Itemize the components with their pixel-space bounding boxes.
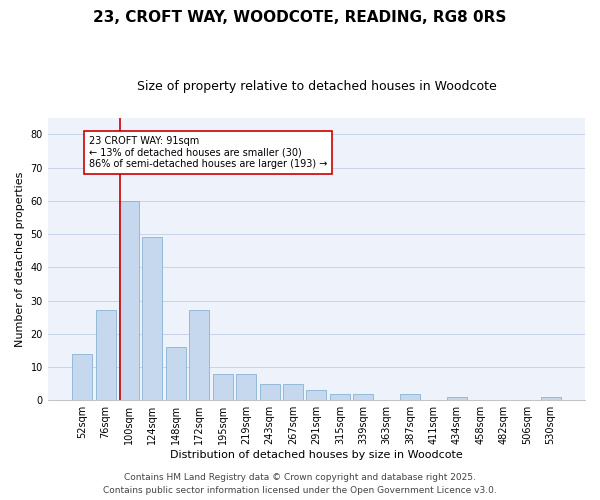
Y-axis label: Number of detached properties: Number of detached properties <box>15 172 25 346</box>
Bar <box>142 238 163 400</box>
Bar <box>72 354 92 400</box>
Bar <box>260 384 280 400</box>
Bar <box>166 347 186 400</box>
X-axis label: Distribution of detached houses by size in Woodcote: Distribution of detached houses by size … <box>170 450 463 460</box>
Title: Size of property relative to detached houses in Woodcote: Size of property relative to detached ho… <box>137 80 496 93</box>
Bar <box>307 390 326 400</box>
Bar <box>330 394 350 400</box>
Text: 23, CROFT WAY, WOODCOTE, READING, RG8 0RS: 23, CROFT WAY, WOODCOTE, READING, RG8 0R… <box>94 10 506 25</box>
Bar <box>353 394 373 400</box>
Bar <box>119 201 139 400</box>
Text: Contains HM Land Registry data © Crown copyright and database right 2025.
Contai: Contains HM Land Registry data © Crown c… <box>103 474 497 495</box>
Bar <box>236 374 256 400</box>
Bar <box>447 397 467 400</box>
Bar <box>190 310 209 400</box>
Bar <box>213 374 233 400</box>
Bar <box>95 310 116 400</box>
Bar <box>541 397 560 400</box>
Text: 23 CROFT WAY: 91sqm
← 13% of detached houses are smaller (30)
86% of semi-detach: 23 CROFT WAY: 91sqm ← 13% of detached ho… <box>89 136 328 170</box>
Bar <box>400 394 420 400</box>
Bar <box>283 384 303 400</box>
